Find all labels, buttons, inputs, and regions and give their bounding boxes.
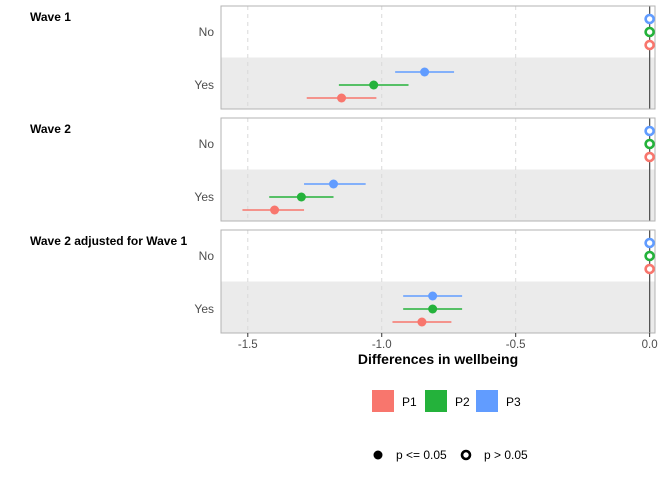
data-point <box>644 26 655 38</box>
data-point <box>296 192 306 202</box>
data-point <box>644 125 655 137</box>
data-point <box>420 67 430 77</box>
data-point <box>644 237 655 249</box>
x-tick-label: 0.0 <box>642 339 658 351</box>
panel-band-no <box>221 6 655 58</box>
data-point <box>270 205 280 215</box>
legend-swatch-p3 <box>476 390 498 412</box>
panel-title: Wave 1 <box>30 10 71 24</box>
panel-border <box>220 117 656 222</box>
x-tick-label: -0.5 <box>506 339 526 351</box>
x-tick-label: -1.5 <box>238 339 258 351</box>
row-label-no: No <box>199 25 215 39</box>
data-point <box>428 304 438 314</box>
legend-label-significant: p <= 0.05 <box>396 448 447 462</box>
legend-swatch-p2 <box>425 390 447 412</box>
data-point <box>644 13 655 25</box>
data-point <box>329 179 339 189</box>
data-point <box>644 250 655 262</box>
data-point <box>644 263 655 275</box>
x-axis-title: Differences in wellbeing <box>358 351 518 367</box>
data-point <box>428 291 438 301</box>
panel-title: Wave 2 <box>30 122 71 136</box>
legend-label-p2: P2 <box>455 395 470 409</box>
row-label-yes: Yes <box>194 302 214 316</box>
panel-band-yes <box>221 281 655 333</box>
legend-label-p1: P1 <box>402 395 417 409</box>
data-point <box>644 39 655 51</box>
panel-border <box>220 5 656 110</box>
panel-title: Wave 2 adjusted for Wave 1 <box>30 234 187 248</box>
panel-band-yes <box>221 169 655 221</box>
panel-band-no <box>221 118 655 170</box>
legend-marker-filled <box>373 450 383 460</box>
legend-swatch-p1 <box>372 390 394 412</box>
legend-marker-hollow <box>460 449 472 461</box>
data-point <box>417 317 427 327</box>
panel-border <box>220 229 656 334</box>
row-label-yes: Yes <box>194 190 214 204</box>
data-point <box>644 138 655 150</box>
panel-band-yes <box>221 57 655 109</box>
legend-label-not-significant: p > 0.05 <box>484 448 528 462</box>
row-label-no: No <box>199 137 215 151</box>
row-label-yes: Yes <box>194 78 214 92</box>
legend-label-p3: P3 <box>506 395 521 409</box>
x-tick-label: -1.0 <box>372 339 392 351</box>
data-point <box>644 151 655 163</box>
row-label-no: No <box>199 249 215 263</box>
data-point <box>337 93 347 103</box>
panel-band-no <box>221 230 655 282</box>
data-point <box>369 80 379 90</box>
